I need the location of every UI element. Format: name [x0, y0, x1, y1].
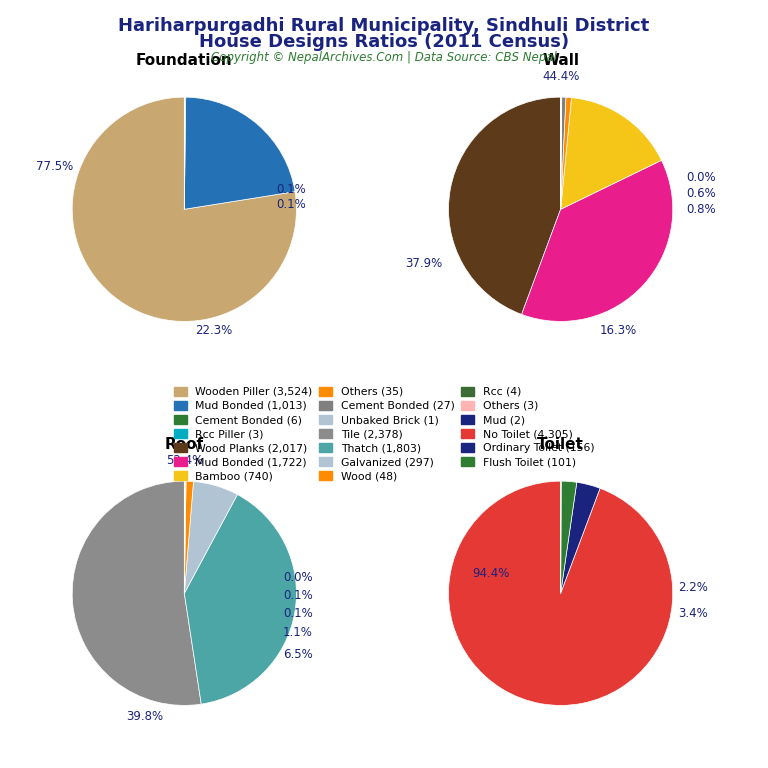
Wedge shape: [561, 482, 600, 593]
Text: 37.9%: 37.9%: [406, 257, 442, 270]
Text: 0.8%: 0.8%: [687, 203, 716, 216]
Text: 94.4%: 94.4%: [472, 567, 510, 580]
Wedge shape: [72, 481, 201, 705]
Text: 1.1%: 1.1%: [283, 626, 313, 639]
Text: 77.5%: 77.5%: [36, 161, 74, 173]
Wedge shape: [561, 98, 566, 209]
Title: Toilet: Toilet: [537, 437, 584, 452]
Text: 44.4%: 44.4%: [542, 71, 579, 84]
Wedge shape: [521, 161, 673, 321]
Text: 16.3%: 16.3%: [600, 324, 637, 337]
Wedge shape: [449, 98, 561, 314]
Text: 6.5%: 6.5%: [283, 648, 313, 661]
Text: 39.8%: 39.8%: [127, 710, 164, 723]
Title: Roof: Roof: [165, 437, 204, 452]
Text: 52.4%: 52.4%: [166, 455, 203, 468]
Wedge shape: [72, 98, 296, 321]
Wedge shape: [184, 482, 237, 593]
Wedge shape: [561, 482, 577, 593]
Wedge shape: [184, 98, 295, 209]
Wedge shape: [184, 98, 186, 209]
Text: 0.6%: 0.6%: [687, 187, 716, 200]
Title: Foundation: Foundation: [136, 53, 233, 68]
Text: House Designs Ratios (2011 Census): House Designs Ratios (2011 Census): [199, 33, 569, 51]
Legend: Wooden Piller (3,524), Mud Bonded (1,013), Cement Bonded (6), Rcc Piller (3), Wo: Wooden Piller (3,524), Mud Bonded (1,013…: [171, 385, 597, 483]
Text: Copyright © NepalArchives.Com | Data Source: CBS Nepal: Copyright © NepalArchives.Com | Data Sou…: [211, 51, 557, 64]
Text: 0.1%: 0.1%: [276, 198, 306, 211]
Wedge shape: [184, 482, 194, 593]
Wedge shape: [184, 495, 296, 704]
Text: 0.1%: 0.1%: [276, 183, 306, 196]
Text: Hariharpurgadhi Rural Municipality, Sindhuli District: Hariharpurgadhi Rural Municipality, Sind…: [118, 17, 650, 35]
Wedge shape: [184, 482, 185, 593]
Wedge shape: [561, 98, 661, 209]
Title: Wall: Wall: [542, 53, 579, 68]
Wedge shape: [184, 482, 186, 593]
Wedge shape: [561, 98, 571, 209]
Text: 0.1%: 0.1%: [283, 589, 313, 602]
Text: 3.4%: 3.4%: [678, 607, 708, 620]
Text: 0.0%: 0.0%: [283, 571, 313, 584]
Wedge shape: [449, 481, 673, 705]
Text: 22.3%: 22.3%: [196, 324, 233, 337]
Text: 2.2%: 2.2%: [678, 581, 708, 594]
Text: 0.0%: 0.0%: [687, 171, 716, 184]
Text: 0.1%: 0.1%: [283, 607, 313, 620]
